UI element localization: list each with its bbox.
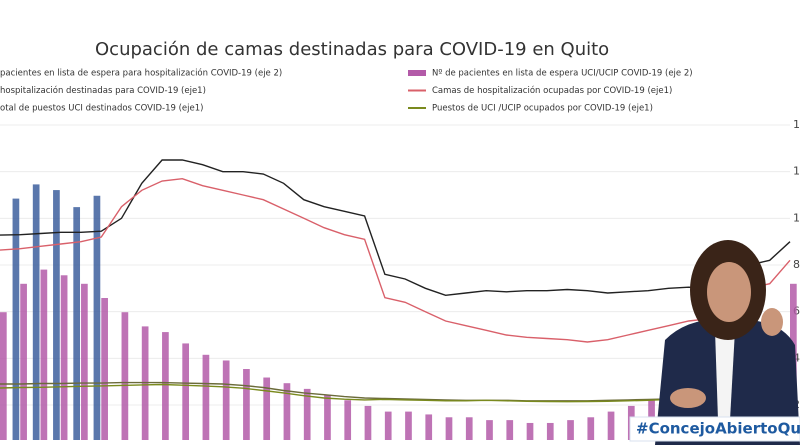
bar bbox=[40, 269, 48, 440]
line bbox=[0, 177, 791, 343]
bar bbox=[32, 184, 40, 440]
interpreter-hand bbox=[670, 388, 706, 408]
bar bbox=[425, 414, 433, 440]
hashtag: #ConcejoAbiertoQuit bbox=[636, 420, 800, 438]
bar bbox=[364, 405, 372, 440]
y-tick-label: 1 bbox=[793, 118, 800, 131]
bar bbox=[506, 420, 514, 440]
bar bbox=[263, 377, 271, 440]
bar bbox=[567, 420, 574, 440]
bar bbox=[587, 417, 595, 440]
bar bbox=[20, 283, 27, 440]
bar bbox=[526, 422, 534, 440]
interpreter-shirt bbox=[715, 330, 735, 420]
bar bbox=[121, 312, 129, 440]
chart-title: Ocupación de camas destinadas para COVID… bbox=[95, 39, 609, 60]
bar bbox=[81, 283, 88, 440]
y-tick-label: 1 bbox=[793, 211, 800, 224]
bar bbox=[73, 207, 81, 440]
legend-swatch bbox=[408, 70, 426, 76]
legend-label: hospitalización destinadas para COVID-19… bbox=[0, 85, 206, 96]
bar bbox=[384, 411, 392, 440]
interpreter-hand bbox=[761, 308, 783, 336]
bar bbox=[60, 275, 68, 440]
plot: 1118642pacientes en lista de espera para… bbox=[0, 68, 800, 440]
bar bbox=[222, 360, 230, 440]
legend-label: Nº de pacientes en lista de espera UCI/U… bbox=[432, 69, 693, 79]
bar bbox=[162, 332, 169, 440]
bar bbox=[344, 400, 352, 440]
bar bbox=[486, 420, 493, 440]
line bbox=[0, 383, 791, 403]
bar bbox=[546, 422, 554, 440]
hashtag-box bbox=[629, 416, 800, 442]
legend-label: otal de puestos UCI destinados COVID-19 … bbox=[0, 104, 203, 114]
legend-label: pacientes en lista de espera para hospit… bbox=[0, 68, 282, 79]
bar bbox=[53, 190, 60, 440]
interpreter-face bbox=[707, 262, 751, 322]
bar bbox=[12, 198, 20, 440]
bar bbox=[101, 298, 108, 440]
bar bbox=[243, 369, 250, 440]
y-tick-label: 8 bbox=[793, 258, 800, 271]
bar bbox=[324, 394, 331, 440]
bar bbox=[445, 417, 453, 440]
legend-label: Puestos de UCI /UCIP ocupados por COVID-… bbox=[432, 104, 653, 114]
bar bbox=[0, 312, 7, 440]
bar bbox=[405, 411, 412, 440]
bar bbox=[93, 195, 101, 440]
bar bbox=[202, 354, 210, 440]
interpreter bbox=[655, 240, 800, 445]
legend-label: Camas de hospitalización ocupadas por CO… bbox=[432, 85, 672, 96]
line bbox=[0, 159, 791, 297]
bar bbox=[303, 388, 311, 440]
bar bbox=[182, 343, 190, 440]
bar bbox=[607, 411, 615, 440]
bar bbox=[465, 417, 473, 440]
y-tick-label: 1 bbox=[793, 165, 800, 178]
bar bbox=[283, 383, 291, 440]
